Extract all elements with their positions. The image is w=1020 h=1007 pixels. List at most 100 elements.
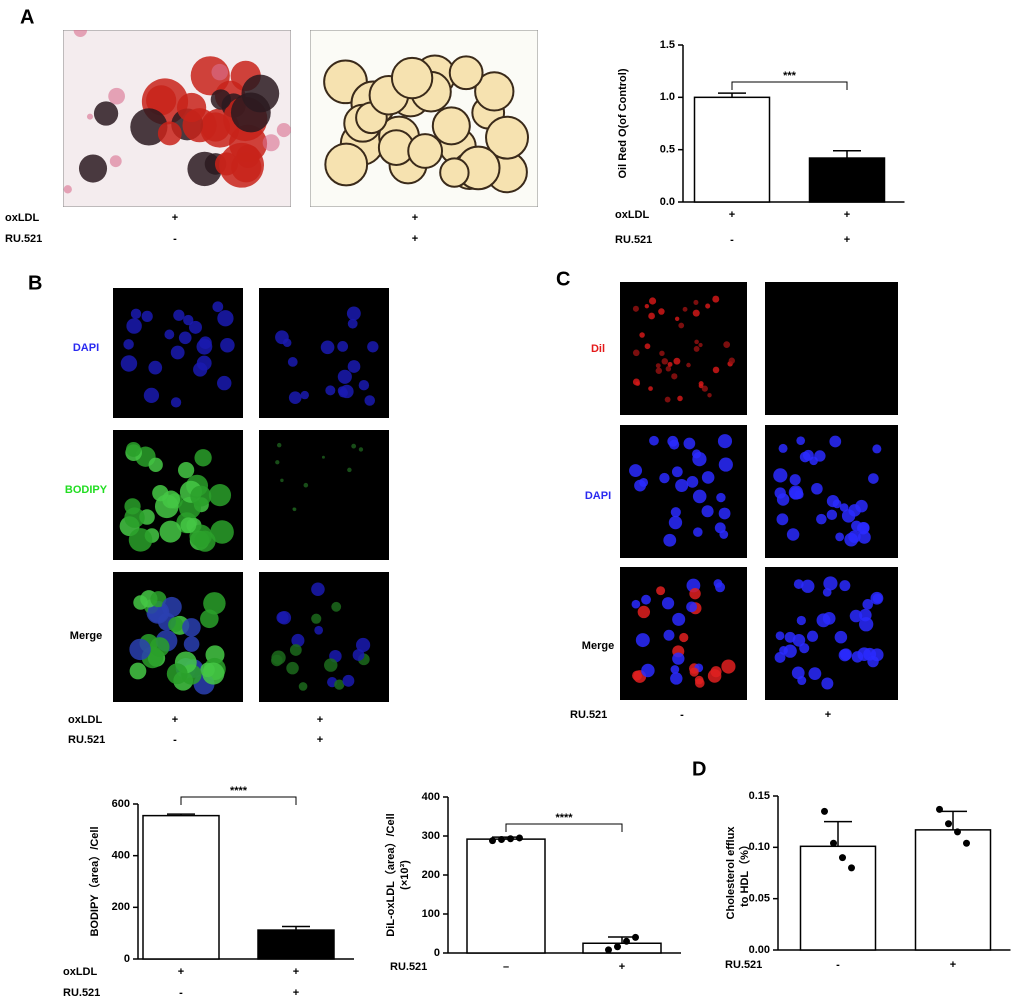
cell (661, 597, 675, 610)
cell (141, 310, 153, 322)
cell (649, 297, 657, 305)
y-tick-label: 200 (422, 869, 440, 881)
data-point (614, 943, 621, 951)
condition-name: oxLDL (615, 209, 650, 221)
significance-label: **** (230, 785, 248, 797)
cell (364, 395, 375, 406)
cell (822, 611, 836, 625)
stain (63, 185, 72, 194)
cell (439, 157, 470, 188)
cell (346, 306, 361, 321)
row-label: DAPI (73, 342, 99, 354)
cell (187, 151, 222, 187)
cell (816, 513, 827, 525)
condition-name: oxLDL (5, 212, 40, 224)
cell (661, 358, 669, 365)
cell (217, 375, 232, 391)
significance-bracket (180, 796, 297, 805)
condition-value: - (173, 233, 177, 245)
condition-value: + (844, 234, 850, 246)
cell (707, 393, 712, 398)
cell (148, 360, 163, 375)
y-tick-label: 400 (112, 850, 130, 862)
condition-name: RU.521 (570, 709, 607, 721)
cell (668, 515, 683, 530)
cell (178, 331, 192, 345)
data-point (489, 837, 496, 845)
cell (841, 509, 856, 523)
cell (658, 308, 665, 315)
cell (698, 342, 703, 348)
condition-value: – (503, 961, 509, 973)
cell (150, 591, 167, 608)
condition-value: - (173, 734, 177, 746)
cell (693, 346, 700, 352)
cell (778, 443, 788, 453)
cell (347, 467, 352, 473)
cell (641, 663, 655, 678)
data-point (623, 937, 630, 945)
cell (723, 341, 731, 348)
cell (298, 682, 308, 691)
cell (130, 108, 168, 146)
condition-value: - (730, 234, 734, 246)
cell (474, 71, 515, 112)
cell (776, 513, 789, 526)
condition-value: - (680, 709, 684, 721)
cell (644, 303, 650, 309)
condition-name: oxLDL (68, 714, 103, 726)
cell (692, 309, 700, 317)
condition-value: + (293, 987, 299, 999)
cell (663, 533, 677, 547)
bar (693, 96, 771, 203)
cell (692, 452, 707, 467)
cell (324, 142, 369, 187)
cells (63, 30, 291, 207)
cell (124, 507, 145, 528)
cell (728, 357, 736, 364)
bar (466, 838, 546, 954)
condition-name: RU.521 (615, 234, 652, 246)
cell (648, 386, 653, 391)
y-tick-label: 0.00 (749, 944, 770, 956)
cell (701, 385, 708, 392)
cell (701, 471, 715, 484)
cell (182, 618, 201, 637)
cell (849, 609, 863, 623)
cell (794, 490, 804, 500)
cell (431, 106, 471, 146)
cell (868, 473, 879, 484)
stain (211, 63, 229, 81)
cell (159, 520, 182, 543)
cell (811, 482, 823, 495)
cell (649, 435, 659, 446)
cell (686, 362, 691, 368)
cell (675, 478, 689, 493)
cell (334, 679, 345, 690)
cell (671, 373, 678, 380)
y-tick-label: 0.05 (749, 893, 770, 905)
cell (838, 648, 852, 662)
cell (851, 520, 862, 532)
data-point (632, 933, 639, 941)
cell (177, 461, 195, 479)
cell (280, 478, 284, 483)
cell (342, 674, 355, 687)
cell (721, 659, 736, 674)
cell (338, 388, 349, 398)
y-tick-label: 200 (112, 901, 130, 913)
cell (665, 366, 672, 372)
cell (692, 489, 707, 504)
cell (693, 299, 699, 305)
cell (210, 89, 232, 110)
condition-name: oxLDL (63, 966, 98, 978)
cell (217, 310, 234, 327)
micrograph (765, 282, 898, 415)
cell (183, 314, 194, 326)
cell (331, 601, 342, 612)
cell (325, 385, 336, 396)
cell (775, 631, 785, 641)
stain (262, 134, 280, 152)
cell (776, 493, 790, 506)
